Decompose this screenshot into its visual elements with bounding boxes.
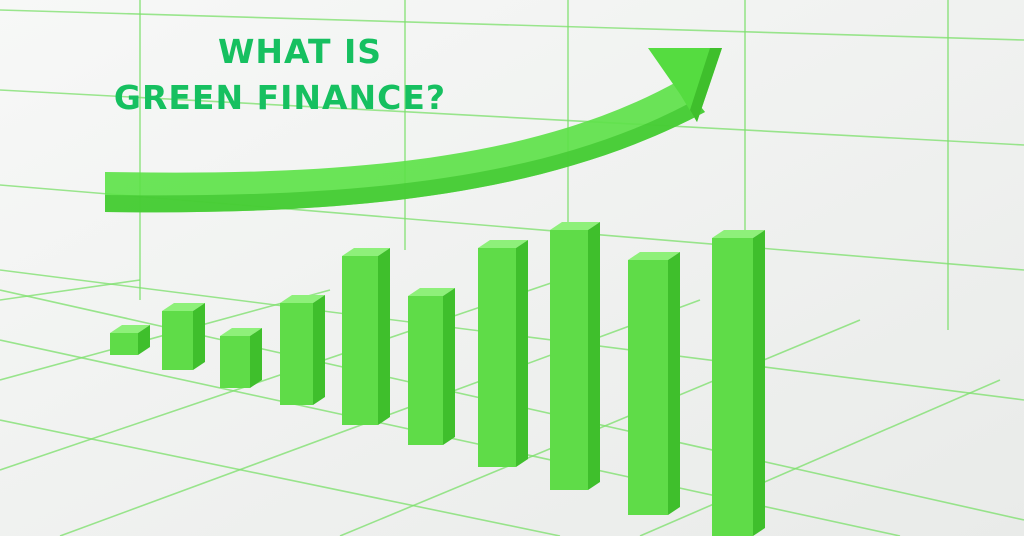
bar-top xyxy=(280,295,325,303)
bar-side xyxy=(250,328,262,388)
bar-top xyxy=(110,325,150,333)
bar-front xyxy=(220,336,250,388)
bar-front xyxy=(110,333,138,355)
bar-side xyxy=(138,325,150,355)
bar-top xyxy=(162,303,205,311)
bar-front xyxy=(550,230,588,490)
bar-side xyxy=(193,303,205,370)
bar-side xyxy=(588,222,600,490)
bar-front xyxy=(408,296,443,445)
bar xyxy=(408,288,455,445)
bar-side xyxy=(753,230,765,536)
bar-front xyxy=(712,238,753,536)
bar xyxy=(110,325,150,355)
bar-front xyxy=(478,248,516,467)
bar-side xyxy=(668,252,680,515)
bar-top xyxy=(550,222,600,230)
arrow-head-side xyxy=(690,48,722,122)
arrow-head xyxy=(648,48,722,122)
bar-top xyxy=(220,328,262,336)
headline-line-2: GREEN FINANCE? xyxy=(113,78,447,117)
bar-top xyxy=(628,252,680,260)
headline-line-1: WHAT IS xyxy=(217,32,383,71)
bar-top xyxy=(712,230,765,238)
bars xyxy=(110,222,765,536)
bar-side xyxy=(378,248,390,425)
bar xyxy=(628,252,680,515)
bar xyxy=(550,222,600,490)
bar xyxy=(162,303,205,370)
bar-top xyxy=(342,248,390,256)
bar-front xyxy=(162,311,193,370)
bar xyxy=(342,248,390,425)
grid-line xyxy=(0,279,141,301)
bar-top xyxy=(478,240,528,248)
bar-side xyxy=(443,288,455,445)
bar-front xyxy=(628,260,668,515)
bar xyxy=(220,328,262,388)
grid-line xyxy=(0,89,1024,146)
arrow-shaft xyxy=(105,80,705,213)
grid-line xyxy=(639,379,1001,536)
bar-front xyxy=(280,303,313,405)
bar xyxy=(712,230,765,536)
trend-arrow xyxy=(105,48,722,213)
grid-line xyxy=(0,9,1024,41)
bar xyxy=(478,240,528,467)
bar-side xyxy=(313,295,325,405)
grid-line xyxy=(0,419,561,536)
arrow-shaft-shade xyxy=(105,100,705,213)
bar-top xyxy=(408,288,455,296)
bar xyxy=(280,295,325,405)
bar-side xyxy=(516,240,528,467)
bar-front xyxy=(342,256,378,425)
